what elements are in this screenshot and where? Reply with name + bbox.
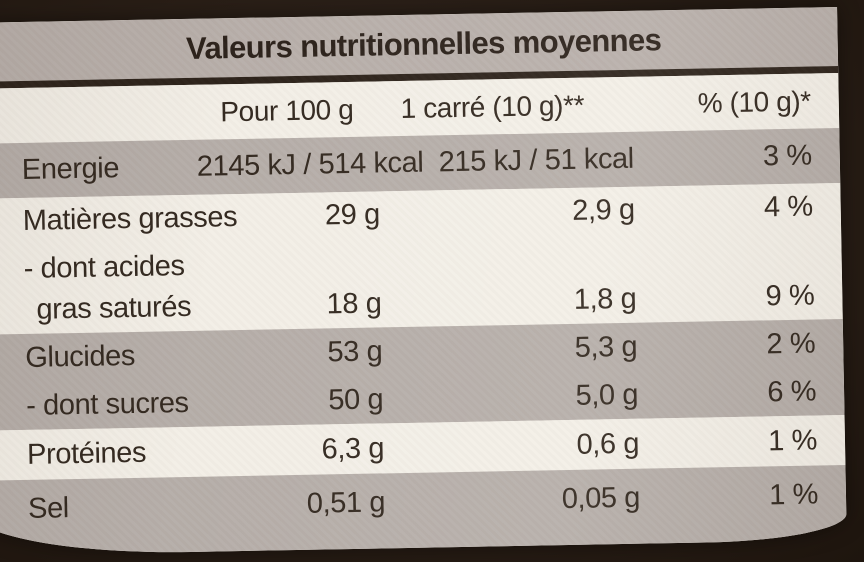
column-header-per-100g: Pour 100 g bbox=[220, 93, 354, 127]
band-sel: Sel 0,51 g 0,05 g 1 % bbox=[0, 464, 847, 556]
value-per-square: 5,3 g bbox=[574, 330, 638, 364]
row-label: Glucides bbox=[25, 339, 136, 374]
value-percent: 3 % bbox=[762, 139, 813, 173]
value-per-100g: 29 g bbox=[324, 197, 381, 231]
value-percent: 4 % bbox=[763, 190, 813, 223]
value-per-100g: 53 g bbox=[327, 334, 383, 368]
row-label: Sel bbox=[27, 491, 70, 525]
value-per-square: 2,9 g bbox=[571, 193, 636, 227]
value-per-square: 0,6 g bbox=[576, 427, 640, 461]
column-header-empty bbox=[21, 112, 196, 115]
row-label: - dont sucres bbox=[25, 386, 189, 422]
value-per-100g: 50 g bbox=[328, 382, 384, 416]
row-label: Protéines bbox=[26, 436, 147, 471]
nutrition-label: Valeurs nutritionnelles moyennes Pour 10… bbox=[0, 7, 847, 556]
value-percent: 6 % bbox=[767, 374, 817, 408]
value-per-100g: 18 g bbox=[326, 286, 382, 320]
value-per-100g: 0,51 g bbox=[306, 485, 386, 520]
band-matieres-grasses: Matières grasses 29 g 2,9 g 4 % - dont a… bbox=[0, 182, 843, 336]
nutrition-table-title: Valeurs nutritionnelles moyennes bbox=[185, 21, 662, 66]
row-label: Matières grasses bbox=[22, 200, 238, 237]
value-percent: 2 % bbox=[766, 326, 816, 360]
value-per-square: 0,05 g bbox=[561, 481, 641, 515]
value-percent: 1 % bbox=[768, 477, 819, 511]
row-label: Energie bbox=[21, 152, 120, 186]
value-percent: 9 % bbox=[765, 278, 815, 312]
value-per-100g: 6,3 g bbox=[321, 431, 385, 466]
row-label: - dont acides bbox=[23, 250, 185, 285]
value-per-100g: 2145 kJ / 514 kcal bbox=[196, 146, 424, 183]
column-header-percent-ri: % (10 g)* bbox=[697, 85, 812, 119]
value-per-square: 1,8 g bbox=[573, 282, 637, 316]
column-header-per-square: 1 carré (10 g)** bbox=[400, 89, 585, 124]
band-glucides: Glucides 53 g 5,3 g 2 % - dont sucres 50… bbox=[0, 318, 845, 432]
value-per-square: 5,0 g bbox=[575, 378, 639, 412]
value-per-square: 215 kJ / 51 kcal bbox=[438, 142, 635, 179]
row-label: gras saturés bbox=[36, 290, 192, 326]
value-percent: 1 % bbox=[767, 423, 818, 457]
